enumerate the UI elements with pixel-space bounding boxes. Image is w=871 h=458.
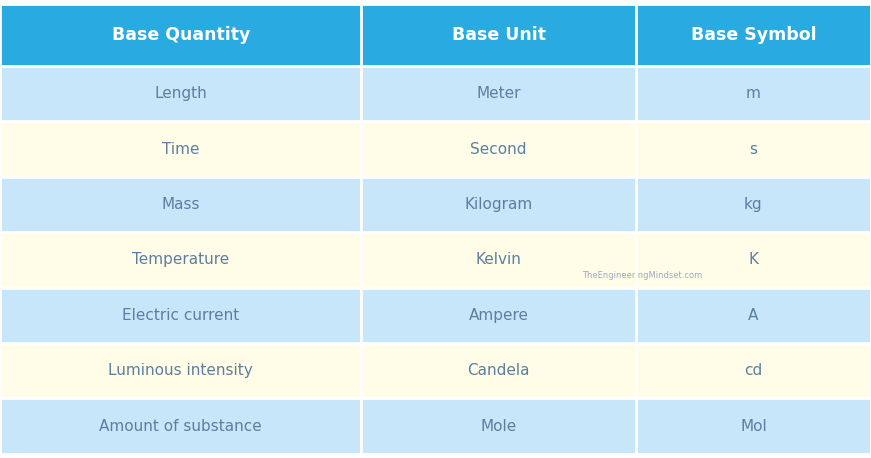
Bar	[636, 121, 871, 177]
Bar	[636, 288, 871, 343]
Bar	[0, 398, 361, 454]
Bar	[361, 288, 636, 343]
Text: Meter: Meter	[476, 86, 521, 101]
Text: Luminous intensity: Luminous intensity	[108, 363, 253, 378]
Text: Temperature: Temperature	[132, 252, 229, 267]
Bar	[0, 177, 361, 232]
Text: Mol: Mol	[740, 419, 766, 434]
Bar	[361, 343, 636, 398]
Bar	[361, 66, 636, 121]
Text: Second: Second	[470, 142, 527, 157]
Bar	[636, 66, 871, 121]
Text: m: m	[746, 86, 761, 101]
Bar	[636, 232, 871, 288]
Text: Kelvin: Kelvin	[476, 252, 522, 267]
Text: Time: Time	[162, 142, 199, 157]
Text: Base Unit: Base Unit	[452, 26, 545, 44]
Bar	[636, 177, 871, 232]
Text: Mole: Mole	[481, 419, 517, 434]
Text: Mass: Mass	[161, 197, 200, 212]
Text: Candela: Candela	[468, 363, 530, 378]
Bar	[361, 398, 636, 454]
Text: kg: kg	[744, 197, 763, 212]
Text: TheEngineeringMindset.com: TheEngineeringMindset.com	[582, 271, 702, 280]
Bar	[361, 177, 636, 232]
Bar	[636, 4, 871, 66]
Text: A: A	[748, 308, 759, 323]
Bar	[361, 232, 636, 288]
Text: Amount of substance: Amount of substance	[99, 419, 262, 434]
Text: Base Quantity: Base Quantity	[111, 26, 250, 44]
Text: Ampere: Ampere	[469, 308, 529, 323]
Bar	[0, 343, 361, 398]
Text: s: s	[749, 142, 758, 157]
Text: Base Symbol: Base Symbol	[691, 26, 816, 44]
Text: Length: Length	[154, 86, 207, 101]
Text: cd: cd	[745, 363, 762, 378]
Bar	[0, 66, 361, 121]
Bar	[361, 121, 636, 177]
Text: Kilogram: Kilogram	[464, 197, 533, 212]
Bar	[0, 232, 361, 288]
Bar	[636, 343, 871, 398]
Bar	[0, 4, 361, 66]
Text: Electric current: Electric current	[122, 308, 240, 323]
Bar	[0, 121, 361, 177]
Bar	[361, 4, 636, 66]
Bar	[636, 398, 871, 454]
Text: K: K	[748, 252, 759, 267]
Bar	[0, 288, 361, 343]
